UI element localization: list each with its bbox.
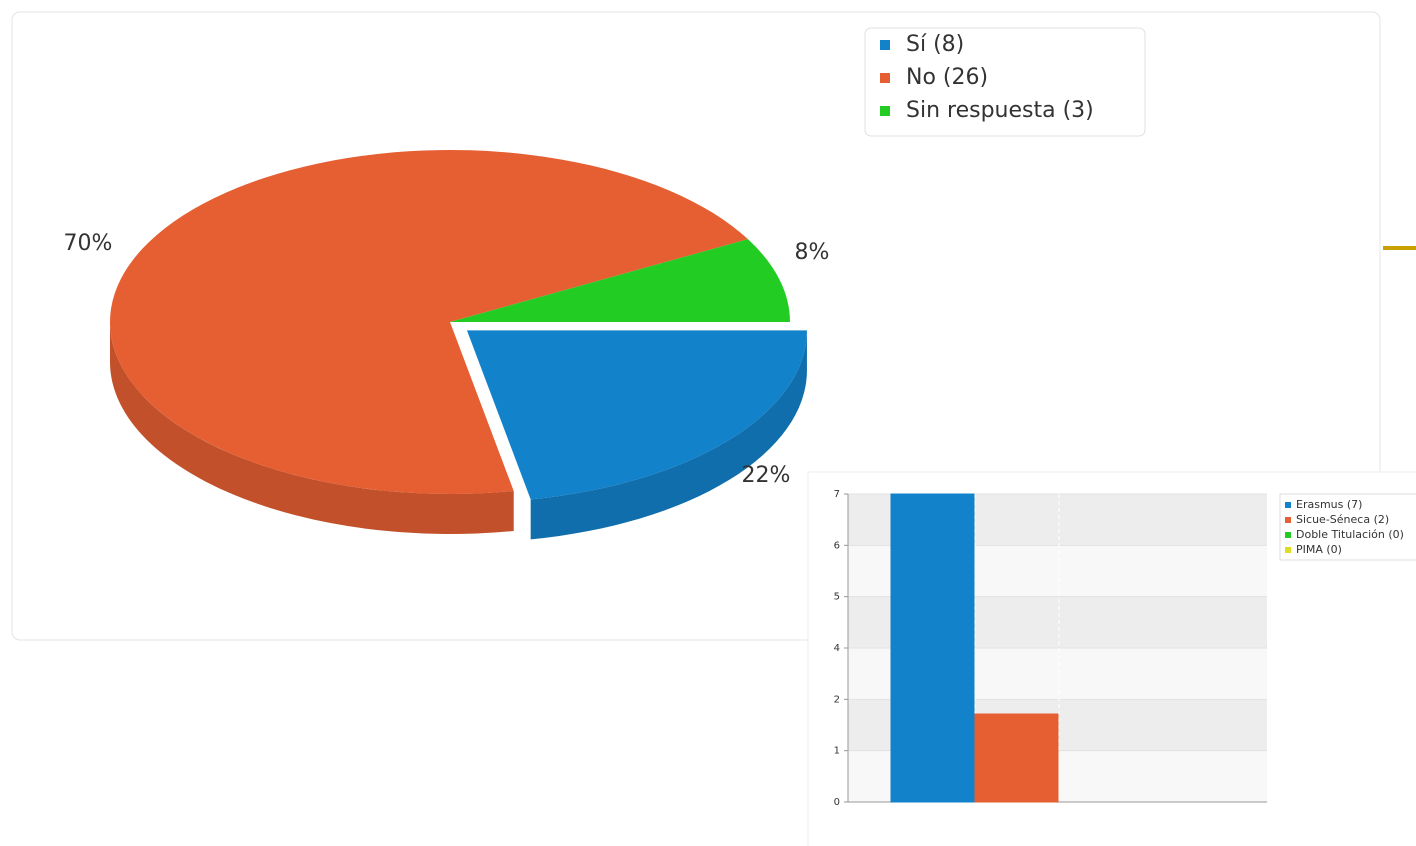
legend-swatch [880, 73, 890, 83]
legend-label: Erasmus (7) [1296, 498, 1362, 511]
y-tick-label: 6 [834, 540, 840, 551]
legend-swatch [1285, 517, 1291, 523]
pie [110, 149, 807, 540]
legend-swatch [1285, 532, 1291, 538]
legend-label: Sí (8) [906, 32, 964, 57]
legend-label: No (26) [906, 65, 988, 90]
y-tick-label: 1 [834, 746, 840, 757]
legend-swatch [880, 106, 890, 116]
legend-label: Doble Titulación (0) [1296, 528, 1404, 541]
y-tick-label: 2 [834, 694, 840, 705]
data-label: 8% [795, 240, 830, 265]
bar-legend [1279, 493, 1416, 561]
legend-label: Sicue-Séneca (2) [1296, 513, 1389, 526]
legend-swatch [1285, 547, 1291, 553]
pie-legend [864, 27, 1146, 137]
legend-label: Sin respuesta (3) [906, 98, 1094, 123]
legend-swatch [880, 40, 890, 50]
y-tick-label: 0 [834, 797, 840, 808]
data-label: 70% [64, 231, 113, 256]
pie-slice [466, 330, 807, 500]
y-tick-label: 5 [834, 592, 840, 603]
bar [974, 713, 1059, 803]
legend-label: PIMA (0) [1296, 543, 1342, 556]
y-tick-label: 7 [834, 489, 840, 500]
pie-slice [110, 149, 748, 494]
pie-slice-side [530, 330, 807, 540]
bar-chart: 0 1 2 4 5 6 7 Erasmus (7) Sicue-Séneca (2) Doble … [834, 489, 1404, 808]
data-label: 22% [742, 463, 791, 488]
bar [890, 493, 975, 803]
y-tick-label: 4 [834, 643, 840, 654]
pie-slice-side [110, 322, 514, 534]
legend-swatch [1285, 502, 1291, 508]
pie-slice [450, 239, 790, 322]
